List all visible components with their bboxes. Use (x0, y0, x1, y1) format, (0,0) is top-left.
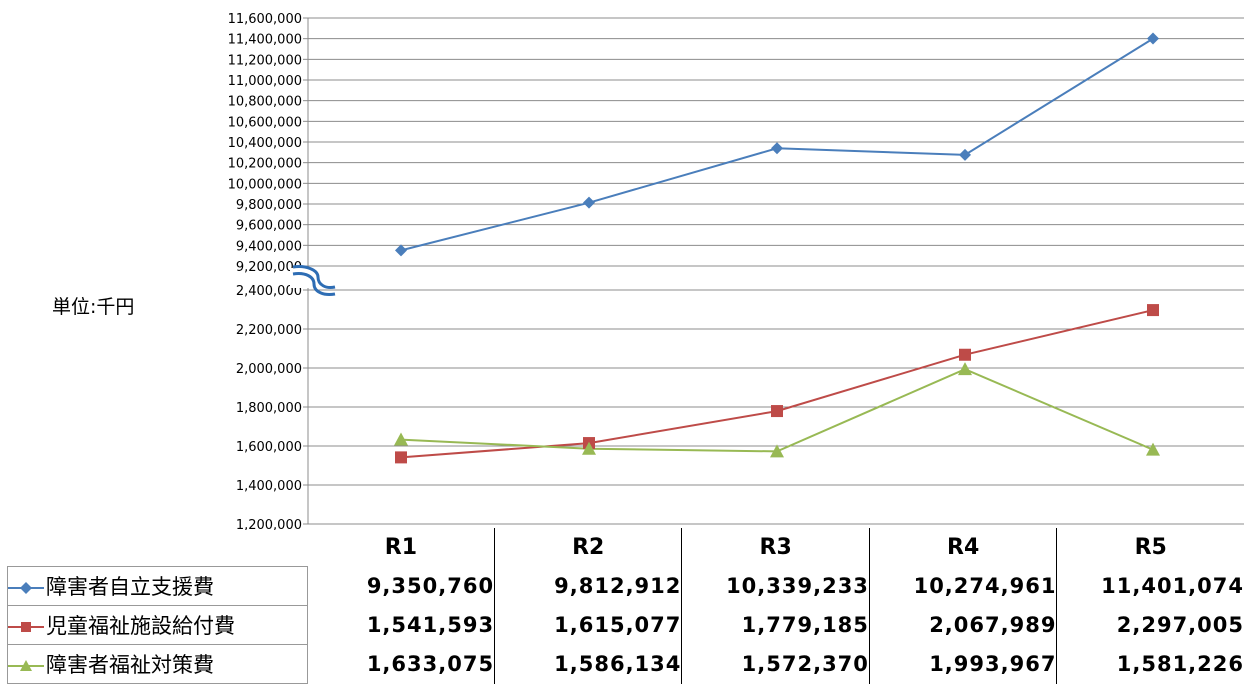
data-cell: 10,339,233 (681, 566, 870, 606)
data-cell: 2,067,989 (868, 605, 1057, 645)
data-point (1147, 304, 1159, 317)
table-corner (8, 528, 308, 567)
data-point (395, 244, 407, 257)
category-label: R2 (494, 528, 682, 567)
data-point (394, 432, 408, 446)
axis-break-line (292, 272, 336, 296)
table-row: 児童福祉施設給付費 1,541,593 1,615,077 1,779,185 … (6, 605, 1244, 645)
data-point (1147, 32, 1159, 45)
y-tick-label: 1,200,000 (236, 518, 302, 530)
axis-break-icon (290, 265, 340, 296)
data-point (770, 444, 784, 458)
y-tick-label: 1,600,000 (236, 440, 302, 455)
diamond-marker-icon (8, 582, 44, 594)
y-tick-label: 11,600,000 (228, 12, 302, 27)
legend-entry: 障害者福祉対策費 (6, 644, 309, 684)
y-tick-label: 10,200,000 (228, 157, 302, 172)
data-point (771, 142, 783, 155)
data-cell: 1,581,226 (1056, 644, 1244, 684)
gridlines (303, 17, 1244, 525)
category-label: R5 (1056, 528, 1244, 567)
data-point (1146, 442, 1160, 456)
y-tick-label: 2,400,000 (236, 284, 302, 299)
triangle-marker-icon (8, 660, 44, 671)
data-cell: 1,541,593 (366, 613, 495, 637)
table-row: 障害者自立支援費 9,350,760 9,812,912 10,339,233 … (6, 566, 1244, 606)
y-tick-label: 9,600,000 (236, 219, 302, 234)
y-tick-label: 10,800,000 (228, 95, 302, 110)
data-cell: 1,572,370 (681, 644, 870, 684)
data-cell: 9,812,912 (494, 566, 682, 606)
line-chart: 9,200,000 9,400,000 9,600,000 9,800,000 10,0… (228, 12, 1244, 530)
series-markers (394, 32, 1160, 464)
square-marker-icon (8, 622, 44, 632)
legend-label: 障害者福祉対策費 (46, 653, 214, 677)
data-cell: 1,586,134 (494, 644, 682, 684)
data-point (771, 405, 783, 418)
data-point (959, 348, 971, 361)
data-point (959, 148, 971, 161)
y-tick-label: 1,400,000 (236, 479, 302, 494)
y-tick-label: 9,200,000 (236, 260, 302, 275)
axis-break-line (292, 265, 336, 289)
table-row: 障害者福祉対策費 1,633,075 1,586,134 1,572,370 1… (6, 644, 1244, 684)
category-label: R4 (868, 528, 1057, 567)
y-tick-label: 11,000,000 (228, 74, 302, 89)
y-tick-label: 1,800,000 (236, 401, 302, 416)
data-cell: 1,615,077 (494, 605, 682, 645)
category-label: R1 (384, 534, 417, 560)
data-cell: 9,350,760 (366, 574, 495, 598)
data-table: R1 R2 R3 R4 R5 障害者自立支援費 9,350,760 9,812,… (6, 528, 1244, 684)
series-lines (400, 37, 1154, 459)
y-tick-label: 11,400,000 (228, 33, 302, 48)
category-label: R3 (681, 528, 870, 567)
y-axis-ticks: 9,200,000 9,400,000 9,600,000 9,800,000 10,0… (228, 12, 302, 530)
data-point (583, 196, 595, 209)
y-tick-label: 2,000,000 (236, 362, 302, 377)
data-point (582, 441, 596, 455)
unit-label: 単位:千円 (52, 296, 135, 318)
legend-label: 児童福祉施設給付費 (46, 614, 235, 638)
data-cell: 2,297,005 (1056, 605, 1244, 645)
data-cell: 10,274,961 (868, 566, 1057, 606)
y-tick-label: 10,600,000 (228, 115, 302, 130)
series-line (400, 309, 1154, 459)
y-tick-label: 10,000,000 (228, 177, 302, 192)
y-tick-label: 11,200,000 (228, 53, 302, 68)
data-point (958, 362, 972, 376)
category-header-row: R1 R2 R3 R4 R5 (8, 528, 1244, 567)
data-cell: 1,633,075 (366, 652, 495, 676)
legend-label: 障害者自立支援費 (46, 575, 214, 599)
y-tick-label: 9,800,000 (236, 198, 302, 213)
y-tick-label: 9,400,000 (236, 239, 302, 254)
data-cell: 1,779,185 (681, 605, 870, 645)
legend-entry: 障害者自立支援費 (6, 566, 309, 606)
data-point (395, 451, 407, 464)
y-tick-label: 10,400,000 (228, 136, 302, 151)
legend-entry: 児童福祉施設給付費 (6, 605, 309, 645)
data-cell: 11,401,074 (1056, 566, 1244, 606)
y-tick-label: 2,200,000 (236, 323, 302, 338)
data-cell: 1,993,967 (868, 644, 1057, 684)
